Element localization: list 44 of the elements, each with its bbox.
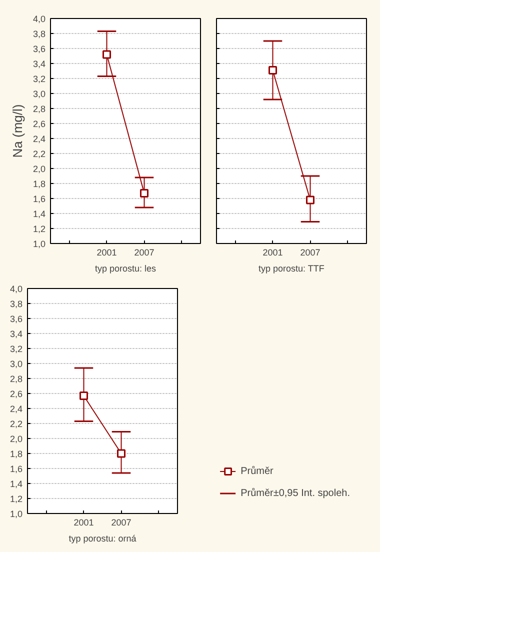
y-tick-label: 2,0: [32, 164, 46, 174]
y-tick-label: 1,6: [32, 194, 46, 204]
y-tick-label: 2,4: [10, 404, 23, 414]
y-tick-label: 2,6: [10, 389, 23, 399]
x-axis-title: typ porostu: les: [94, 264, 157, 274]
y-tick-label: 1,0: [32, 239, 46, 249]
y-tick-label: 1,6: [10, 464, 23, 474]
y-tick-label: 2,4: [32, 134, 46, 144]
y-tick-label: 2,8: [10, 374, 23, 384]
y-tick-label: 1,0: [10, 509, 23, 519]
y-tick-label: 3,6: [10, 314, 23, 324]
x-tick-label: 2001: [96, 248, 117, 258]
y-tick-label: 1,4: [32, 209, 46, 219]
y-tick-label: 4,0: [32, 14, 46, 24]
y-tick-label: 3,4: [32, 59, 46, 69]
x-tick-label: 2001: [74, 518, 94, 528]
y-tick-label: 1,8: [32, 179, 46, 189]
y-axis-title: Na (mg/l): [10, 104, 25, 158]
y-tick-label: 3,6: [32, 44, 46, 54]
text: Průměr±0,95 Int. spoleh.: [240, 488, 350, 498]
x-axis-title: typ porostu: TTF: [258, 264, 325, 274]
y-tick-label: 1,8: [10, 449, 23, 459]
y-tick-label: 3,0: [10, 359, 23, 369]
y-tick-label: 2,6: [32, 119, 46, 129]
y-tick-label: 3,2: [10, 344, 23, 354]
y-tick-label: 3,8: [32, 29, 46, 39]
y-tick-label: 1,4: [10, 479, 23, 489]
y-tick-label: 1,2: [10, 494, 23, 504]
y-tick-label: 1,2: [32, 224, 46, 234]
y-tick-label: 3,8: [10, 299, 23, 309]
y-tick-label: 3,2: [32, 74, 46, 84]
y-tick-label: 2,8: [32, 104, 46, 114]
x-tick-label: 2007: [134, 248, 154, 258]
x-tick-label: 2007: [300, 248, 320, 258]
x-axis-title: typ porostu: orná: [68, 534, 136, 544]
y-tick-label: 3,4: [10, 329, 23, 339]
x-tick-label: 2001: [262, 248, 283, 258]
y-tick-label: 2,0: [10, 434, 23, 444]
y-tick-label: 4,0: [10, 284, 23, 294]
legend-label: Průměr: [240, 466, 274, 476]
y-tick-label: 2,2: [10, 419, 23, 429]
x-tick-label: 2007: [111, 518, 132, 528]
y-tick-label: 2,2: [32, 149, 46, 159]
y-tick-label: 3,0: [32, 89, 46, 99]
